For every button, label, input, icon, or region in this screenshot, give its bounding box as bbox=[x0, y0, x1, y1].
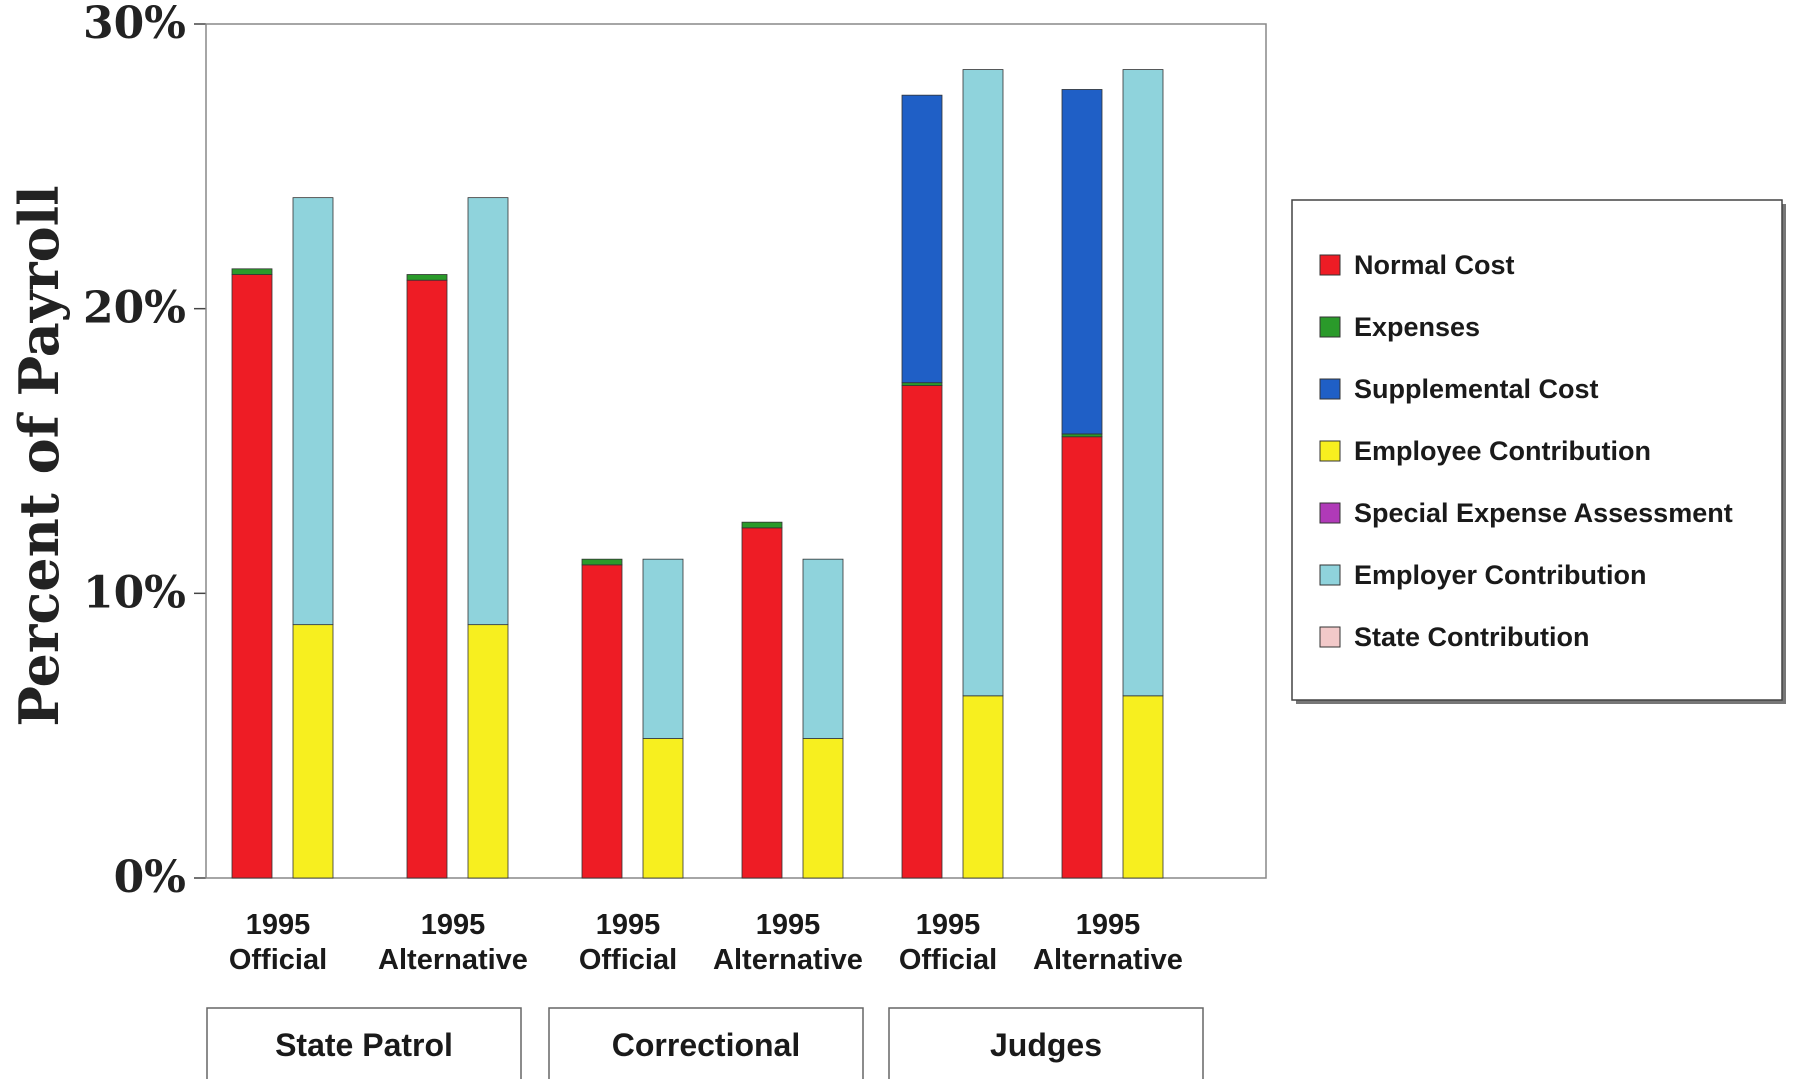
legend-swatch-expenses bbox=[1319, 316, 1341, 338]
legend-label-state-contribution: State Contribution bbox=[1354, 622, 1589, 652]
x-category-label-line1: 1995 bbox=[596, 909, 661, 941]
y-axis-label: Percent of Payroll bbox=[7, 185, 71, 726]
legend-label-employer-contribution: Employer Contribution bbox=[1354, 560, 1647, 590]
cost-bar-expenses-segment bbox=[1061, 433, 1103, 438]
legend-swatch-normal-cost bbox=[1319, 254, 1341, 276]
cost-bar-normal-cost-segment bbox=[581, 564, 623, 879]
x-axis-category-labels: 1995Official1995Alternative1995Official1… bbox=[229, 909, 1183, 976]
x-category-label-line1: 1995 bbox=[916, 909, 981, 941]
contribution-bar-employee-contribution-segment bbox=[1122, 695, 1164, 879]
legend-label-supplemental-cost: Supplemental Cost bbox=[1354, 374, 1599, 404]
cost-bar-supplemental-cost-segment bbox=[901, 94, 943, 384]
contribution-bar-employer-contribution-segment bbox=[802, 558, 844, 739]
contribution-bar-employer-contribution-segment bbox=[1122, 69, 1164, 697]
cost-bar-normal-cost-segment bbox=[741, 527, 783, 879]
group-label-box bbox=[548, 1007, 864, 1079]
bars bbox=[231, 69, 1164, 879]
x-category-label-line1: 1995 bbox=[1076, 909, 1141, 941]
group-label: State Patrol bbox=[275, 1027, 453, 1063]
cost-bar-normal-cost-segment bbox=[231, 274, 273, 879]
legend-label-normal-cost: Normal Cost bbox=[1354, 250, 1515, 280]
y-axis: 0% 10% 20% 30% bbox=[83, 0, 206, 903]
group-label-box bbox=[206, 1007, 522, 1079]
x-category-label-line2: Official bbox=[579, 944, 677, 976]
cost-bar-expenses-segment bbox=[741, 521, 783, 529]
legend-swatch-special-expense-assessment bbox=[1319, 502, 1341, 524]
x-category-label-line2: Alternative bbox=[378, 944, 528, 976]
group-labels: State Patrol Correctional Judges bbox=[206, 1007, 1204, 1079]
legend-box bbox=[1291, 199, 1783, 701]
x-category-label-line2: Alternative bbox=[1033, 944, 1183, 976]
y-tick-label: 0% bbox=[114, 852, 186, 903]
cost-bar-expenses-segment bbox=[581, 558, 623, 566]
contribution-bar-employer-contribution-segment bbox=[642, 558, 684, 739]
y-tick-label: 30% bbox=[83, 0, 186, 49]
legend-label-expenses: Expenses bbox=[1354, 312, 1480, 342]
legend-label-employee-contribution: Employee Contribution bbox=[1354, 436, 1651, 466]
x-category-label-line2: Official bbox=[899, 944, 997, 976]
group-label: Correctional bbox=[612, 1027, 800, 1063]
cost-bar-expenses-segment bbox=[231, 268, 273, 275]
x-category-label-line2: Official bbox=[229, 944, 327, 976]
contribution-bar-employee-contribution-segment bbox=[642, 738, 684, 879]
contribution-bar-employee-contribution-segment bbox=[802, 738, 844, 879]
contribution-bar-employer-contribution-segment bbox=[962, 69, 1004, 697]
cost-bar-expenses-segment bbox=[901, 382, 943, 386]
cost-bar-normal-cost-segment bbox=[406, 279, 448, 879]
cost-bar-expenses-segment bbox=[406, 274, 448, 281]
y-tick-label: 20% bbox=[83, 283, 186, 334]
legend-swatch-employee-contribution bbox=[1319, 440, 1341, 462]
plot-area bbox=[205, 23, 1267, 879]
contribution-bar-employer-contribution-segment bbox=[292, 197, 334, 626]
x-category-label-line1: 1995 bbox=[421, 909, 486, 941]
group-label: Judges bbox=[990, 1027, 1102, 1063]
contribution-bar-employee-contribution-segment bbox=[292, 624, 334, 879]
cost-bar-normal-cost-segment bbox=[901, 385, 943, 879]
x-category-label-line2: Alternative bbox=[713, 944, 863, 976]
contribution-bar-employer-contribution-segment bbox=[467, 197, 509, 626]
cost-bar-supplemental-cost-segment bbox=[1061, 89, 1103, 435]
group-label-box bbox=[888, 1007, 1204, 1079]
legend-label-special-expense-assessment: Special Expense Assessment bbox=[1354, 498, 1733, 528]
legend: Normal Cost Expenses Supplemental Cost Empl… bbox=[1291, 199, 1786, 704]
y-tick-label: 10% bbox=[83, 567, 186, 618]
legend-swatch-state-contribution bbox=[1319, 626, 1341, 648]
contribution-bar-employee-contribution-segment bbox=[962, 695, 1004, 879]
x-category-label-line1: 1995 bbox=[756, 909, 821, 941]
cost-bar-normal-cost-segment bbox=[1061, 436, 1103, 879]
legend-swatch-supplemental-cost bbox=[1319, 378, 1341, 400]
x-category-label-line1: 1995 bbox=[246, 909, 311, 941]
legend-swatch-employer-contribution bbox=[1319, 564, 1341, 586]
contribution-bar-employee-contribution-segment bbox=[467, 624, 509, 879]
